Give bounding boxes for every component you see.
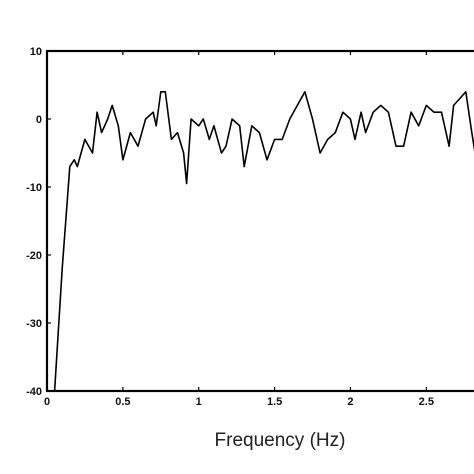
plot-area-frame xyxy=(45,49,474,393)
y-tick-label: -20 xyxy=(26,250,42,262)
x-tick-label: 1.5 xyxy=(267,396,282,408)
x-tick-label: 0 xyxy=(44,396,50,408)
x-tick-label: 2.5 xyxy=(419,396,434,408)
x-tick-label: 0.5 xyxy=(115,396,130,408)
x-axis-ticks xyxy=(46,51,427,391)
x-tick-label: 2 xyxy=(347,396,353,408)
series-layer xyxy=(53,91,474,392)
x-axis-label: Frequency (Hz) xyxy=(215,430,346,451)
y-tick-label: -10 xyxy=(26,182,42,194)
y-tick-label: -30 xyxy=(26,318,42,330)
y-tick-label: 0 xyxy=(36,114,42,126)
series-line xyxy=(53,91,474,392)
y-tick-label: -40 xyxy=(26,386,42,398)
y-axis-ticks xyxy=(47,50,51,392)
y-axis-tick-labels: 10 0 -10 -20 -30 -40 xyxy=(26,46,42,398)
x-axis-tick-labels: 0 0.5 1 1.5 2 2.5 xyxy=(44,396,434,408)
y-tick-label: 10 xyxy=(30,46,42,58)
x-tick-label: 1 xyxy=(196,396,202,408)
